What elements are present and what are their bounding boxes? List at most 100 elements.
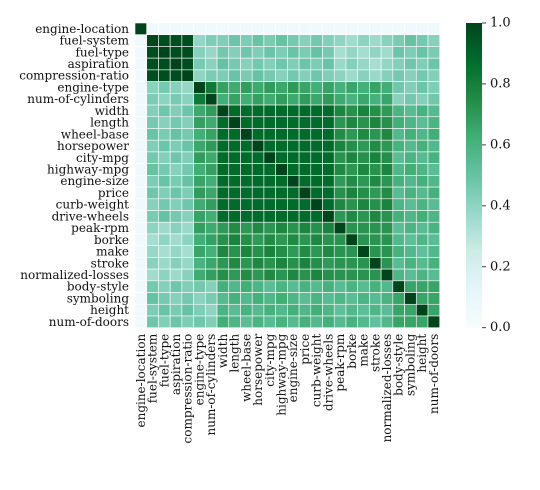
y-tick-label: height <box>90 303 129 317</box>
heatmap-cell <box>251 315 265 329</box>
heatmap-cell <box>369 22 382 36</box>
heatmap-cell <box>193 93 206 106</box>
heatmap-cell <box>380 34 394 47</box>
heatmap-cell <box>380 233 394 246</box>
heatmap-cell <box>205 198 218 211</box>
heatmap-cell <box>216 104 230 118</box>
heatmap-cell <box>357 46 370 59</box>
heatmap-cell <box>275 175 288 188</box>
heatmap-cell <box>228 22 241 36</box>
heatmap-cell <box>275 104 288 118</box>
x-tick-label: compression-ratio <box>181 334 195 444</box>
heatmap-cell <box>146 116 159 129</box>
heatmap-cell <box>392 245 405 258</box>
heatmap-cell <box>169 210 183 223</box>
heatmap-cell <box>134 280 148 293</box>
heatmap-cell <box>134 151 148 164</box>
heatmap-cell <box>333 139 347 153</box>
heatmap-cell <box>263 139 276 153</box>
heatmap-cell <box>193 315 206 329</box>
heatmap-cell <box>181 175 194 188</box>
y-tick-label: borke <box>94 233 129 247</box>
heatmap-cell <box>193 210 206 223</box>
heatmap-cell <box>228 104 241 118</box>
heatmap-cell <box>134 128 148 141</box>
x-axis-labels: engine-locationfuel-systemfuel-typeaspir… <box>134 333 441 443</box>
heatmap-cell <box>345 233 358 246</box>
heatmap-cell <box>146 303 159 317</box>
heatmap-cell <box>287 315 300 329</box>
heatmap-cell <box>251 210 265 223</box>
heatmap-cell <box>169 57 183 71</box>
heatmap-cell <box>427 221 441 235</box>
heatmap-cell <box>169 303 183 317</box>
heatmap-cell <box>158 104 171 118</box>
heatmap-cell <box>263 221 276 235</box>
heatmap-cell <box>169 46 183 59</box>
heatmap-cell <box>380 315 394 329</box>
heatmap-cell <box>193 34 206 47</box>
heatmap-cell <box>193 175 206 188</box>
y-tick-label: engine-type <box>57 80 129 94</box>
heatmap-cell <box>287 280 300 293</box>
heatmap-cell <box>251 151 265 164</box>
heatmap-cell <box>181 81 194 94</box>
heatmap-cell <box>310 257 323 270</box>
heatmap-cell <box>427 81 441 94</box>
heatmap-cell <box>181 57 194 71</box>
heatmap-cell <box>404 280 417 293</box>
heatmap-cell <box>158 245 171 258</box>
heatmap-cell <box>322 245 335 258</box>
heatmap-cell <box>380 128 394 141</box>
y-tick-label: make <box>96 245 129 259</box>
heatmap-cell <box>404 93 417 106</box>
heatmap-cell <box>298 128 312 141</box>
heatmap-cell <box>181 69 194 82</box>
heatmap-cell <box>193 128 206 141</box>
heatmap-cell <box>193 186 206 200</box>
heatmap-cell <box>251 245 265 258</box>
heatmap-cell <box>158 280 171 293</box>
heatmap-cell <box>333 34 347 47</box>
heatmap-cell <box>298 198 312 211</box>
heatmap-cell <box>369 128 382 141</box>
heatmap-cell <box>228 303 241 317</box>
heatmap-cell <box>181 104 194 118</box>
heatmap-cell <box>298 315 312 329</box>
heatmap-cell <box>380 292 394 305</box>
heatmap-cell <box>427 210 441 223</box>
heatmap-cell <box>427 34 441 47</box>
heatmap-cell <box>263 292 276 305</box>
heatmap-cell <box>345 81 358 94</box>
heatmap-cell <box>380 245 394 258</box>
heatmap-cell <box>427 268 441 282</box>
heatmap-cell <box>415 57 429 71</box>
heatmap-cell <box>228 315 241 329</box>
heatmap-cell <box>322 268 335 282</box>
heatmap-cell <box>158 186 171 200</box>
heatmap-cell <box>415 139 429 153</box>
heatmap-cell <box>415 22 429 36</box>
heatmap-cell <box>369 104 382 118</box>
heatmap-cell <box>181 292 194 305</box>
heatmap-cell <box>380 303 394 317</box>
heatmap-cell <box>380 116 394 129</box>
heatmap-cell <box>404 57 417 71</box>
heatmap-cell <box>345 104 358 118</box>
heatmap-cell <box>345 93 358 106</box>
heatmap-cell <box>146 81 159 94</box>
heatmap-cell <box>158 139 171 153</box>
heatmap-cell <box>287 104 300 118</box>
heatmap-cell <box>427 57 441 71</box>
heatmap-cell <box>333 186 347 200</box>
heatmap-cell <box>275 22 288 36</box>
x-tick-label: width <box>216 333 230 368</box>
heatmap-cell <box>216 57 230 71</box>
heatmap-cell <box>287 303 300 317</box>
heatmap-cell <box>333 303 347 317</box>
x-tick-label: body-style <box>392 334 406 396</box>
heatmap-cell <box>275 221 288 235</box>
heatmap-cell <box>169 268 183 282</box>
heatmap-cell <box>333 233 347 246</box>
